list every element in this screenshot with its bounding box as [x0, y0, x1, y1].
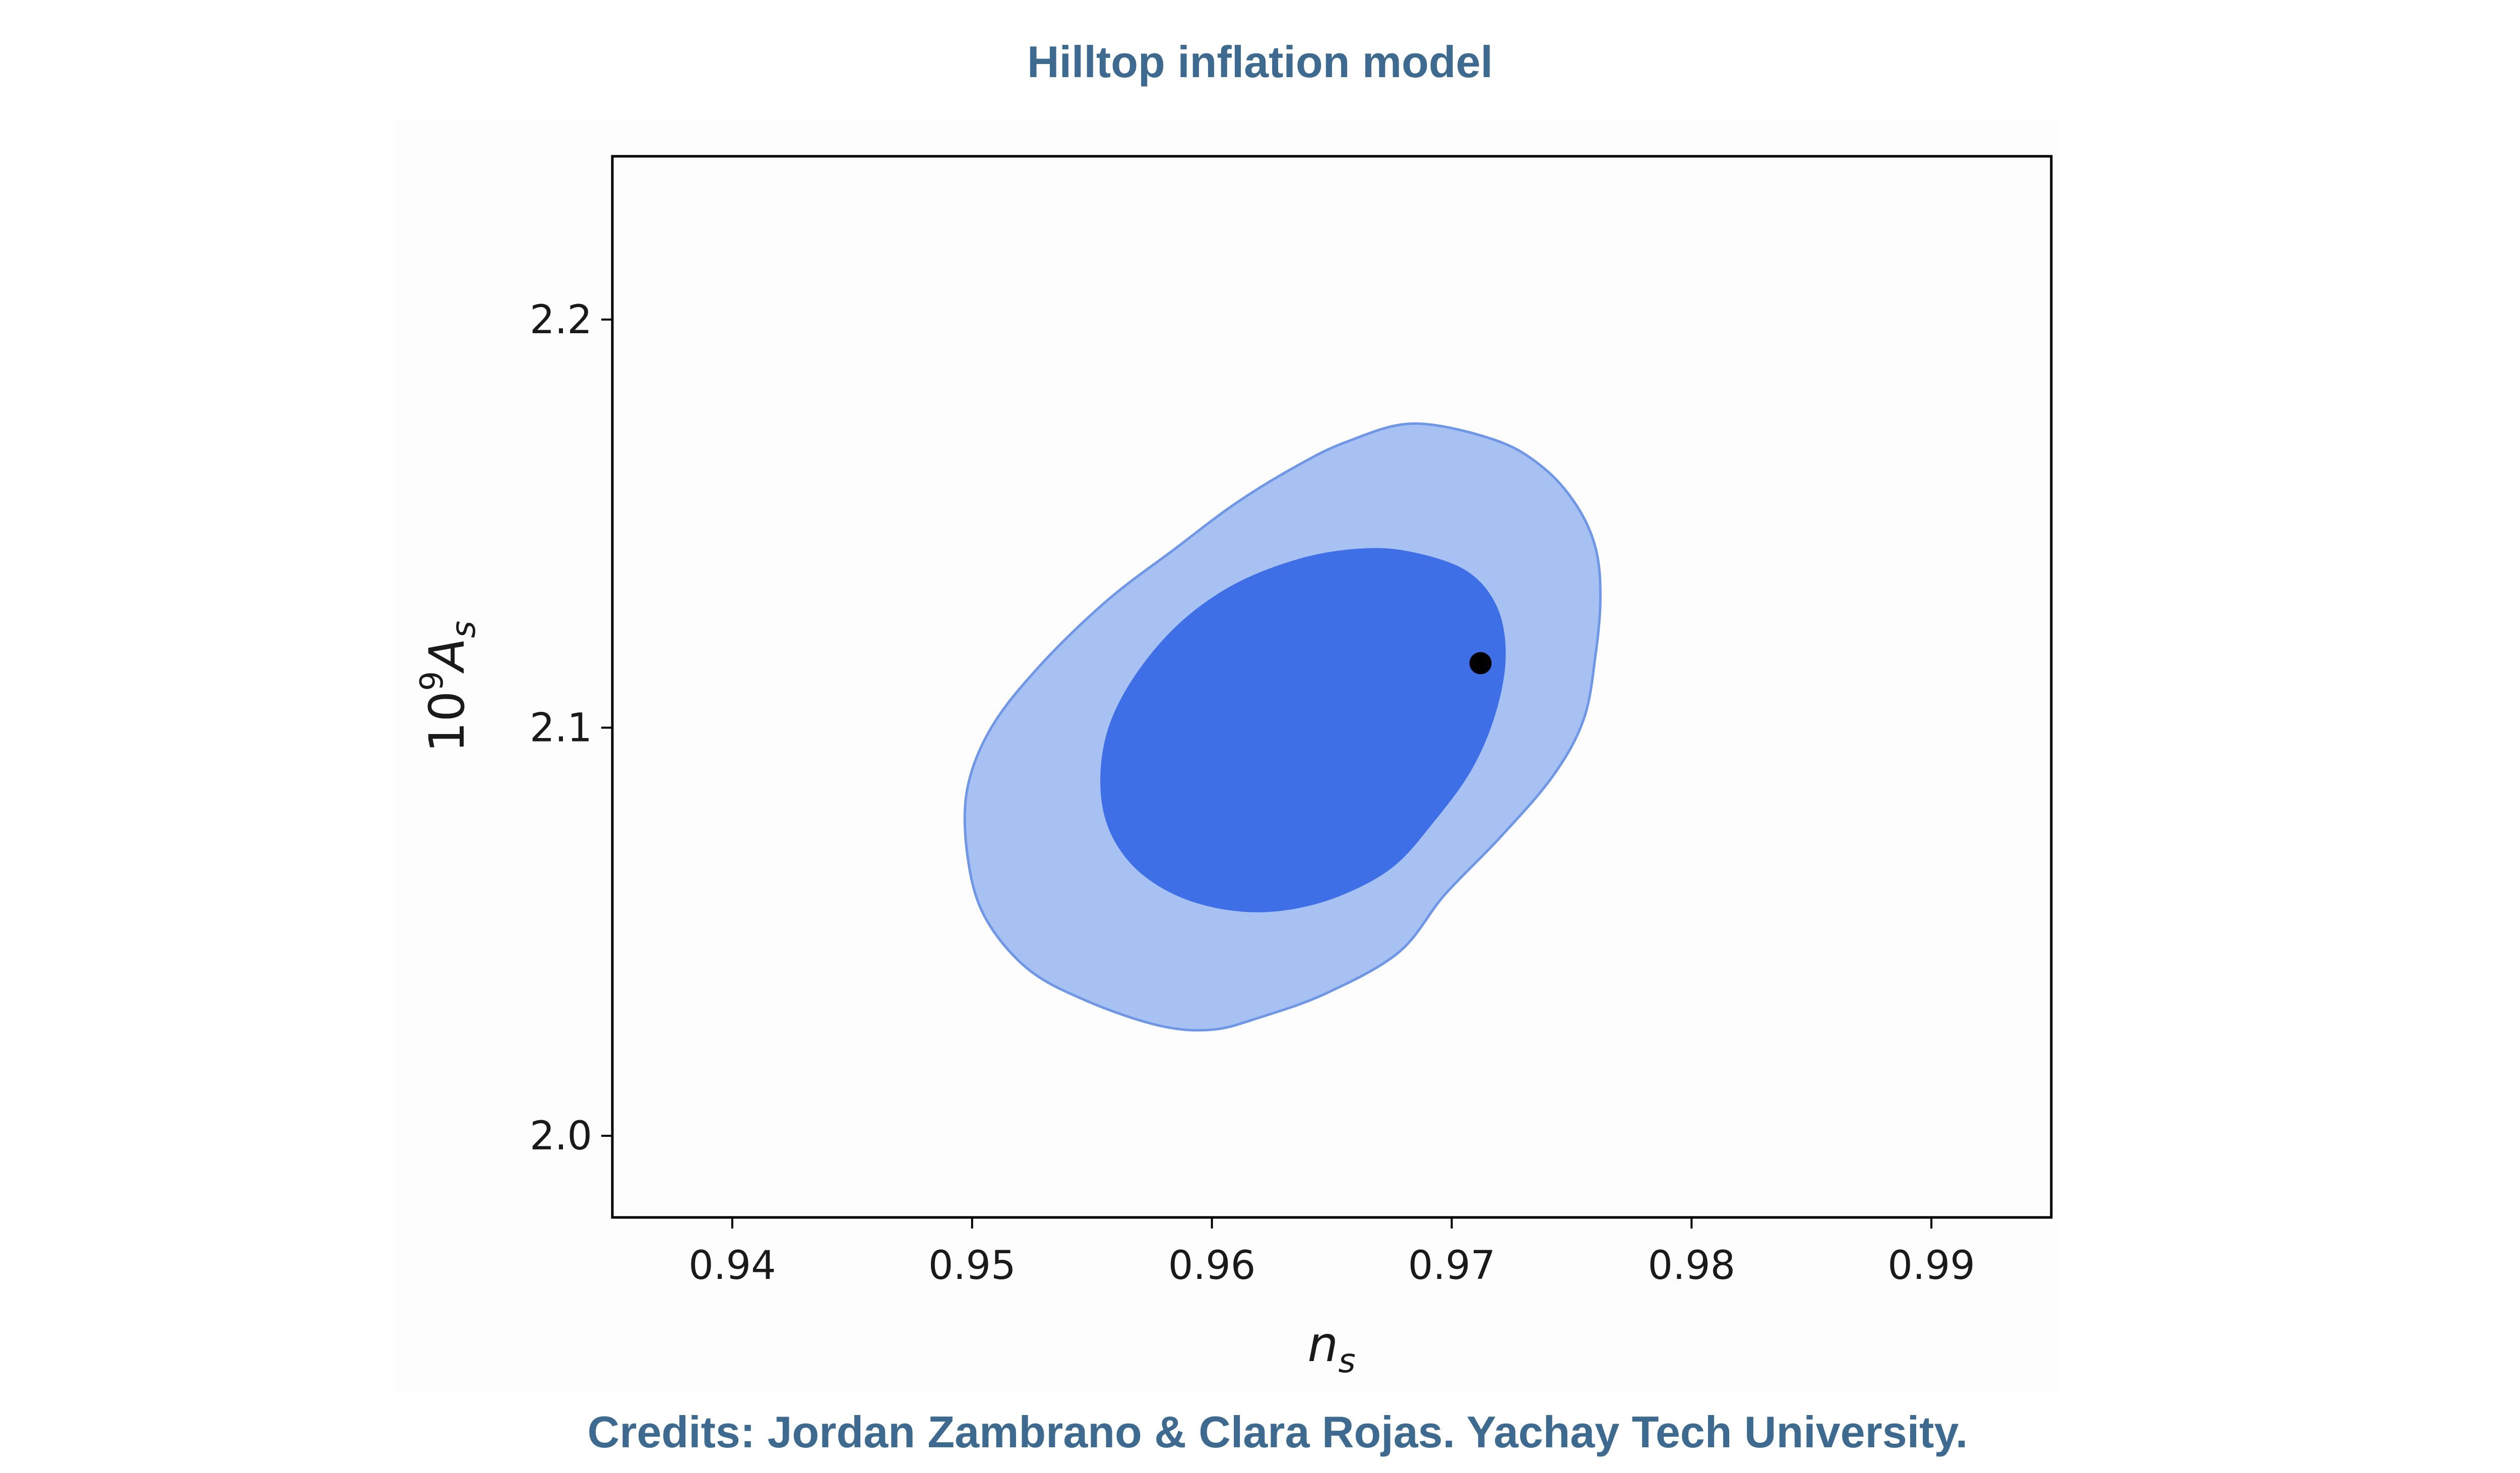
- y-axis-ticks: 2.0 2.1 2.2: [530, 297, 612, 1159]
- y-tick-label: 2.2: [530, 297, 592, 343]
- chart-title: Hilltop inflation model: [1027, 37, 1493, 87]
- x-tick-label: 0.96: [1168, 1243, 1256, 1288]
- x-tick-label: 0.97: [1408, 1243, 1496, 1288]
- y-axis-label: 109As: [413, 621, 483, 753]
- x-tick-label: 0.94: [688, 1243, 776, 1288]
- y-tick-label: 2.1: [530, 705, 592, 751]
- credits-text: Credits: Jordan Zambrano & Clara Rojas. …: [587, 1407, 1968, 1457]
- x-tick-label: 0.95: [928, 1243, 1016, 1288]
- contour-regions: [963, 422, 1602, 1032]
- x-axis-ticks: 0.94 0.95 0.96 0.97 0.98 0.99: [688, 1217, 1975, 1288]
- y-tick-label: 2.0: [530, 1114, 592, 1159]
- best-fit-points: [1469, 652, 1492, 674]
- x-tick-label: 0.99: [1887, 1243, 1975, 1288]
- best-fit-point: [1469, 652, 1492, 674]
- plot-frame: [611, 155, 2053, 1219]
- contour-inner: [1100, 548, 1506, 912]
- x-tick-label: 0.98: [1648, 1243, 1735, 1288]
- x-axis-label: ns: [1307, 1316, 1355, 1380]
- svg-text:109As: 109As: [413, 621, 483, 753]
